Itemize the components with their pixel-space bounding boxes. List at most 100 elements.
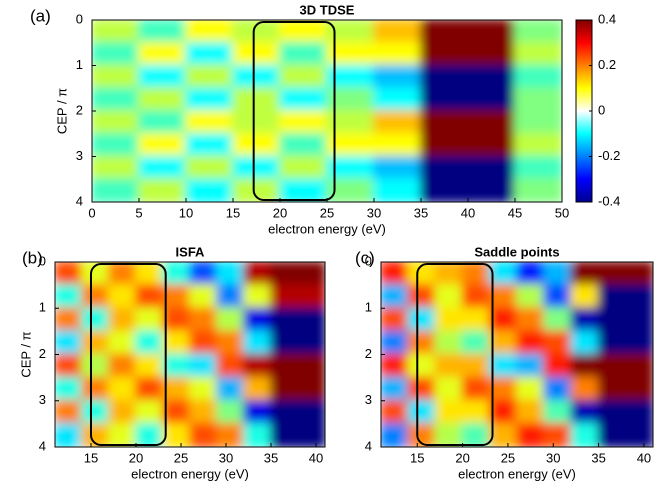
y-tick-label: 1 [76,57,83,72]
x-tick-label: 0 [88,205,95,220]
cell [297,284,325,310]
cell [81,376,110,402]
x-tick-label: 20 [129,450,143,465]
cell [279,132,328,158]
cell [81,330,110,356]
cell [297,422,325,447]
x-tick-label: 40 [637,450,651,465]
cell [461,330,491,356]
cell [81,284,110,310]
cell [270,307,299,333]
cell [514,178,562,202]
cell [326,110,375,135]
cell [189,353,218,379]
cell [135,399,164,425]
cell [270,399,299,425]
x-tick-label: 15 [84,450,98,465]
cell [373,132,422,158]
x-tick-label: 5 [135,205,142,220]
colorbar-tick-label: 0 [598,102,605,117]
cell [216,353,245,379]
x-tick-label: 25 [501,450,515,465]
cell [243,422,272,447]
cell [92,64,140,90]
cell [516,399,546,425]
cell [326,87,375,112]
cell [297,262,325,287]
cell [467,132,516,158]
chart-title: ISFA [176,244,206,259]
cell [92,20,140,44]
heatmap [381,262,653,447]
cell [420,132,469,158]
cell [232,155,281,181]
cell [543,284,573,310]
cell [185,178,234,202]
cell [92,132,140,158]
cell [55,262,83,287]
heatmap-cells [55,262,325,447]
colorbar-tick-label: -0.2 [598,148,620,163]
x-tick-label: 45 [508,205,522,220]
cell [108,262,137,287]
cell [543,399,573,425]
cell [373,41,422,67]
cell [597,307,627,333]
cell [138,132,187,158]
cell [467,178,516,202]
cell [243,284,272,310]
cell [326,132,375,158]
cell [108,307,137,333]
y-tick-label: 1 [365,300,372,315]
cell [138,87,187,112]
cell [516,376,546,402]
colorbar-tick-label: 0.2 [598,57,616,72]
cell [108,422,137,447]
cell [108,330,137,356]
cell [516,353,546,379]
cell [162,262,191,287]
cell [543,422,573,447]
cell [55,284,83,310]
cell [514,110,562,135]
cell [467,41,516,67]
cell [270,330,299,356]
cell [270,376,299,402]
x-tick-label: 15 [226,205,240,220]
cell [381,422,410,447]
cell [570,330,600,356]
cell [189,284,218,310]
cell [514,20,562,44]
cell [570,422,600,447]
y-tick-label: 3 [365,392,372,407]
x-tick-label: 35 [264,450,278,465]
cell [407,307,437,333]
y-tick-label: 3 [39,392,46,407]
highlight-box [416,263,494,446]
cell [467,155,516,181]
y-tick-label: 0 [76,11,83,26]
cell [55,399,83,425]
cell [185,110,234,135]
cell [420,110,469,135]
cell [270,353,299,379]
y-tick-label: 1 [39,300,46,315]
cell [543,376,573,402]
y-tick-label: 3 [76,148,83,163]
cell [189,262,218,287]
y-tick-label: 4 [39,438,46,453]
cell [373,64,422,90]
cell [543,307,573,333]
cell [232,64,281,90]
cell [373,87,422,112]
cell [326,20,375,44]
cell [467,110,516,135]
cell [488,284,518,310]
cell [162,330,191,356]
cell [135,376,164,402]
cell [624,422,653,447]
cell [488,422,518,447]
heatmap-cells [92,20,562,202]
cell [381,353,410,379]
